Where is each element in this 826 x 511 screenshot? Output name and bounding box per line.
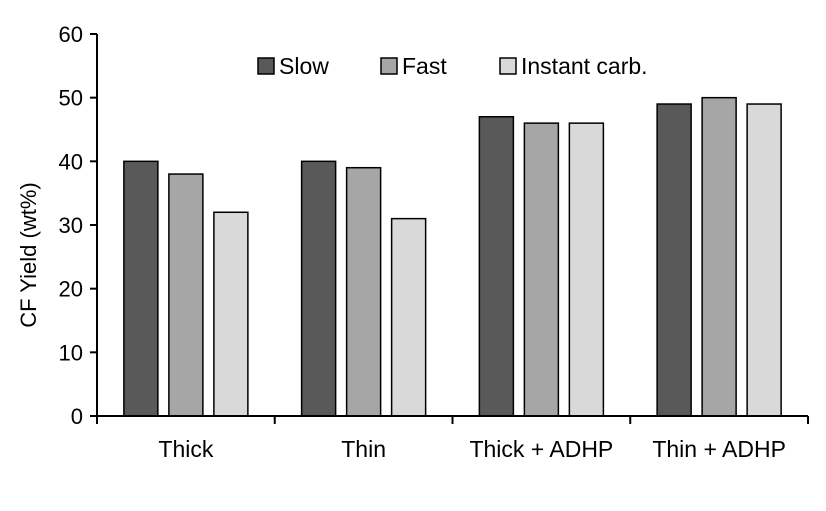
bar-slow-2: [300, 160, 337, 417]
x-ticks: Thick Thin Thick + ADHP Thin + ADHP: [96, 416, 809, 462]
y-tick-label: 40: [59, 149, 83, 174]
x-category-label: Thin + ADHP: [652, 436, 786, 462]
legend-swatch: [257, 57, 275, 75]
legend-swatch: [380, 57, 398, 75]
bar-instant-carb-4: [746, 103, 782, 417]
legend-label: Slow: [279, 53, 329, 79]
bar-instant-carb-3: [568, 122, 605, 417]
bar-fast-2: [345, 166, 382, 417]
bar-slow-3: [478, 116, 515, 417]
axes-layer: [96, 34, 808, 417]
legend-swatch: [499, 57, 517, 75]
bar-slow-4: [656, 103, 692, 417]
y-tick-label: 30: [59, 213, 83, 238]
bar-fast-1: [168, 173, 204, 417]
legend: Slow Fast Instant carb.: [257, 53, 648, 79]
y-ticks: 0 10 20 30 40 50 60: [59, 22, 97, 429]
y-tick-label: 60: [59, 22, 83, 47]
y-tick-label: 50: [59, 86, 83, 111]
bars-layer: [123, 96, 782, 417]
legend-label: Instant carb.: [521, 53, 648, 79]
x-category-label: Thin: [341, 436, 386, 462]
y-tick-label: 20: [59, 277, 83, 302]
bar-fast-3: [523, 122, 560, 417]
bar-instant-carb-1: [213, 211, 249, 417]
bar-fast-4: [701, 96, 737, 417]
legend-label: Fast: [402, 53, 447, 79]
x-category-label: Thick + ADHP: [469, 436, 613, 462]
y-tick-label: 10: [59, 340, 83, 365]
bar-instant-carb-2: [390, 217, 427, 417]
x-category-label: Thick: [158, 436, 213, 462]
y-tick-label: 0: [71, 404, 83, 429]
bar-slow-1: [123, 160, 159, 417]
y-axis-title: CF Yield (wt%): [16, 182, 41, 327]
